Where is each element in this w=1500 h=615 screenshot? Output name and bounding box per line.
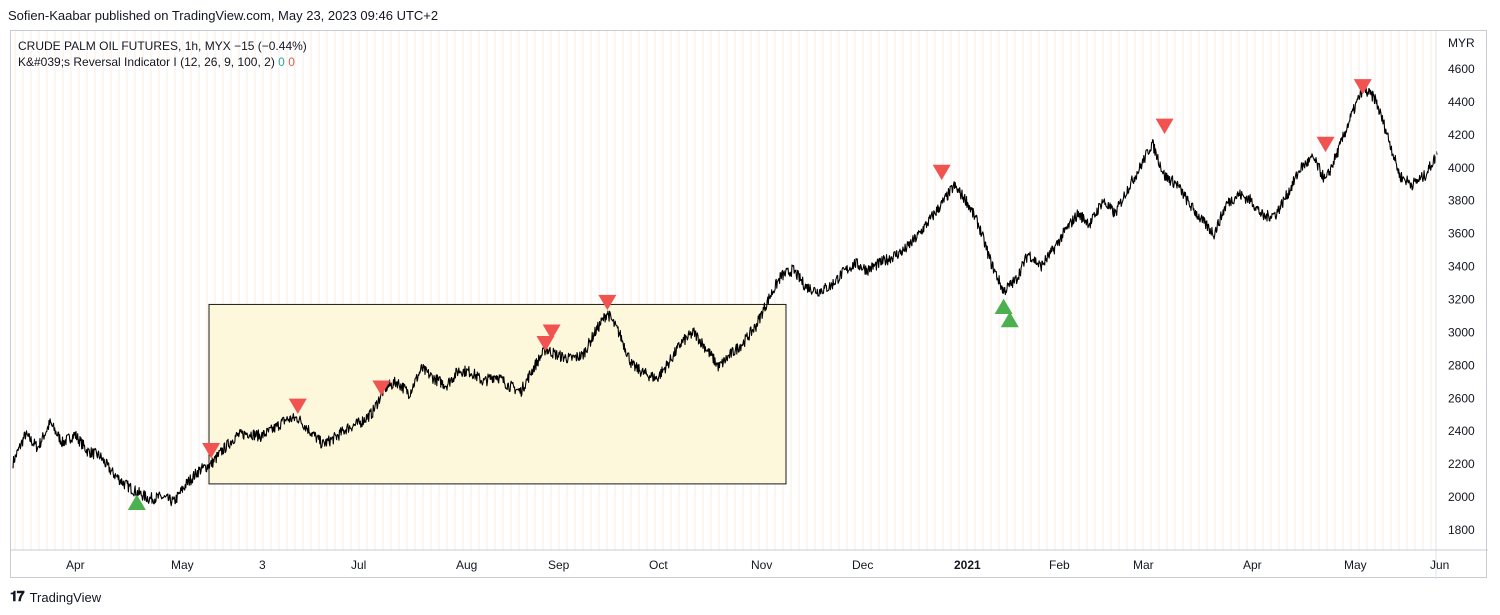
legend-symbol: CRUDE PALM OIL FUTURES, 1h, MYX [18, 39, 231, 53]
x-tick-label: Apr [66, 558, 85, 572]
x-tick-label: Dec [852, 558, 873, 572]
sell-signal-marker [536, 336, 555, 352]
buy-signal-marker [127, 494, 146, 510]
legend-indicator: K&#039;s Reversal Indicator I (12, 26, 9… [18, 55, 275, 69]
x-tick-label: Feb [1049, 558, 1070, 572]
legend-symbol-row[interactable]: CRUDE PALM OIL FUTURES, 1h, MYX −15 (−0.… [18, 38, 307, 54]
footer[interactable]: 𝟏𝟕 TradingView [10, 589, 101, 605]
x-tick-label: Jun [1430, 558, 1449, 572]
buy-signal-marker [1000, 311, 1019, 328]
legend-indicator-row[interactable]: K&#039;s Reversal Indicator I (12, 26, 9… [18, 54, 307, 70]
currency-label: MYR [1448, 36, 1475, 50]
buy-signal-marker [994, 298, 1013, 315]
y-tick-label: 3600 [1448, 227, 1475, 241]
y-tick-label: 1800 [1448, 523, 1475, 537]
y-tick-label: 3400 [1448, 260, 1475, 274]
y-tick-label: 3200 [1448, 293, 1475, 307]
y-tick-label: 4600 [1448, 62, 1475, 76]
sell-signal-marker [542, 324, 561, 340]
chart-legend: CRUDE PALM OIL FUTURES, 1h, MYX −15 (−0.… [18, 38, 307, 70]
y-tick-label: 2000 [1448, 490, 1475, 504]
legend-sell-count: 0 [288, 55, 295, 69]
y-tick-label: 2400 [1448, 424, 1475, 438]
sell-signal-marker [288, 398, 307, 414]
grid [14, 31, 1432, 550]
x-tick-label: Jul [351, 558, 366, 572]
x-tick-label: May [171, 558, 194, 572]
x-tick-label: 3 [259, 558, 266, 572]
chart-frame[interactable]: 1800 2000 2200 2400 2600 2800 3000 3200 3400 3600… [10, 30, 1488, 579]
x-tick-label: Mar [1133, 558, 1154, 572]
sell-signal-marker [202, 443, 221, 459]
highlight-box [208, 303, 787, 485]
x-tick-label: Aug [456, 558, 477, 572]
highlight-box-layer [208, 303, 787, 485]
x-tick-label: 2021 [954, 558, 981, 572]
footer-brand: TradingView [29, 589, 102, 605]
x-tick-label: Apr [1243, 558, 1262, 572]
x-tick-label: Nov [751, 558, 772, 572]
y-tick-label: 3000 [1448, 325, 1475, 339]
sell-signal-marker [1316, 136, 1335, 153]
signal-markers [127, 79, 1372, 510]
sell-signal-marker [1353, 79, 1372, 95]
y-tick-label: 4200 [1448, 128, 1475, 142]
y-tick-label: 2600 [1448, 391, 1475, 405]
sell-signal-marker [932, 164, 951, 181]
y-tick-label: 4400 [1448, 95, 1475, 109]
x-tick-label: Sep [548, 558, 570, 572]
y-tick-label: 2800 [1448, 358, 1475, 372]
chart-canvas[interactable]: 1800 2000 2200 2400 2600 2800 3000 3200 3400 3600… [11, 31, 1488, 579]
y-tick-label: 3800 [1448, 194, 1475, 208]
legend-buy-count: 0 [278, 55, 285, 69]
axes: 1800 2000 2200 2400 2600 2800 3000 3200 3400 3600… [11, 31, 1488, 579]
sell-signal-marker [372, 380, 391, 396]
legend-change: −15 (−0.44%) [234, 39, 307, 53]
x-tick-label: Oct [649, 558, 668, 572]
sell-signal-marker [1155, 118, 1174, 134]
y-tick-label: 2200 [1448, 457, 1475, 471]
publisher-header: Sofien-Kaabar published on TradingView.c… [8, 8, 439, 23]
price-line [12, 84, 1438, 507]
tradingview-logo-icon: 𝟏𝟕 [10, 589, 25, 605]
price-series [12, 84, 1438, 507]
y-tick-label: 4000 [1448, 161, 1475, 175]
sell-signal-marker [598, 294, 617, 311]
x-tick-label: May [1344, 558, 1367, 572]
